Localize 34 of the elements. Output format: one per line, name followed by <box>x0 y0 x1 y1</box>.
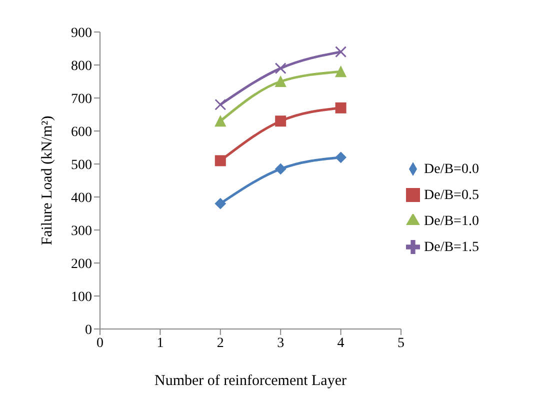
legend-label: De/B=1.0 <box>424 214 479 228</box>
legend-label: De/B=0.0 <box>424 162 479 176</box>
point <box>335 46 347 58</box>
x-tick-label: 4 <box>337 336 344 351</box>
y-tick-label: 400 <box>71 190 92 206</box>
point <box>335 102 346 114</box>
y-axis-title: Failure Load (kN/m²) <box>39 116 56 246</box>
point <box>275 163 286 174</box>
point <box>275 76 286 87</box>
y-tick-label: 0 <box>85 322 92 338</box>
point <box>335 152 346 163</box>
y-tick-label: 600 <box>71 124 92 140</box>
point <box>214 116 226 127</box>
point <box>214 198 226 210</box>
y-tick-label: 700 <box>71 92 92 107</box>
y-tick-label: 100 <box>71 290 92 305</box>
y-tick-label: 300 <box>71 224 92 239</box>
y-tick-label: 500 <box>71 158 92 173</box>
legend-label: De/B=0.5 <box>424 188 479 202</box>
x-tick-label: 1 <box>156 336 164 351</box>
x-tick-label: 5 <box>398 336 404 351</box>
y-tick-label: 200 <box>71 256 92 272</box>
y-tick-label: 900 <box>71 26 92 41</box>
point <box>335 66 346 78</box>
point <box>275 116 286 127</box>
point <box>214 155 226 166</box>
x-tick-label: 0 <box>96 336 104 351</box>
y-tick-label: 800 <box>71 58 92 74</box>
legend-label: De/B=1.5 <box>424 240 479 254</box>
point <box>274 62 286 74</box>
x-axis-title: Number of reinforcement Layer <box>154 373 346 389</box>
x-tick-label: 3 <box>277 336 284 351</box>
x-tick-label: 2 <box>216 336 224 351</box>
point <box>214 98 226 110</box>
